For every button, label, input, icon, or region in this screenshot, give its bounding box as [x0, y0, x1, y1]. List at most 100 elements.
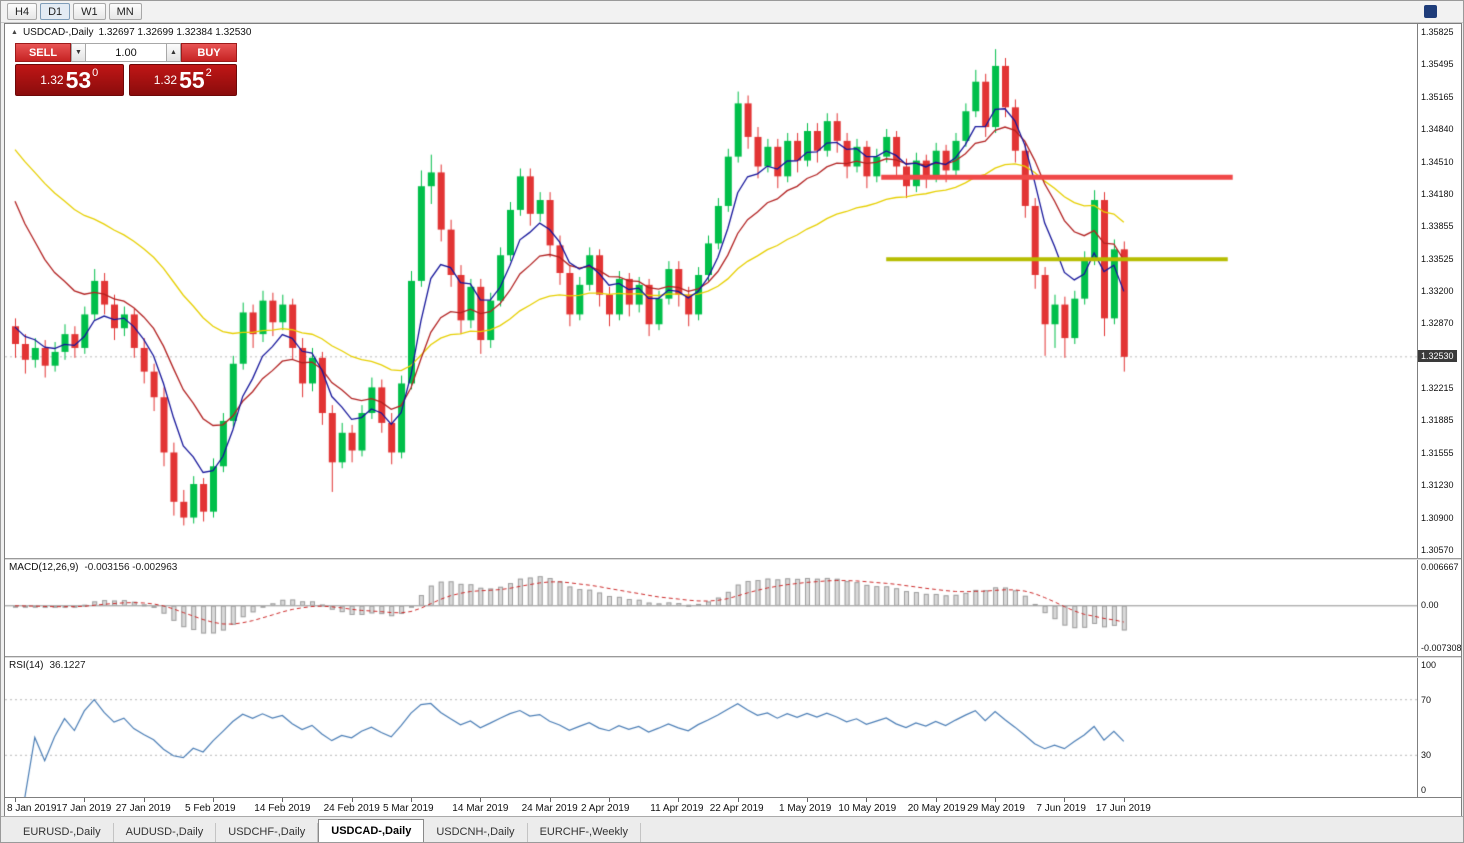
chart-tab-usdchf[interactable]: USDCHF-,Daily [216, 823, 319, 842]
price-scale-label: 1.33525 [1421, 253, 1454, 264]
date-label: 24 Feb 2019 [323, 803, 380, 814]
macd-pane: 0.006667 0.00 -0.007308 MACD(12,26,9) -0.00… [5, 560, 1461, 656]
price-scale-label: 1.31885 [1421, 415, 1454, 426]
price-scale-label: 1.30900 [1421, 512, 1454, 523]
macd-scale[interactable]: 0.006667 0.00 -0.007308 [1417, 560, 1461, 656]
timeframe-w1-button[interactable]: W1 [73, 3, 106, 20]
macd-values: -0.003156 -0.002963 [84, 562, 178, 573]
date-label: 7 Jun 2019 [1036, 803, 1086, 814]
date-label: 14 Mar 2019 [452, 803, 509, 814]
axis-tick [995, 798, 997, 802]
axis-tick [15, 798, 16, 802]
pane-divider[interactable] [5, 656, 1461, 658]
pane-divider[interactable] [5, 558, 1461, 560]
time-axis[interactable]: 8 Jan 2019 17 Jan 2019 27 Jan 2019 5 Feb 20… [5, 797, 1461, 817]
date-label: 2 Apr 2019 [581, 803, 630, 814]
date-label: 10 May 2019 [838, 803, 897, 814]
symbol-name: USDCAD-,Daily [22, 27, 94, 38]
macd-scale-label: -0.007308 [1421, 643, 1461, 653]
price-chart-canvas[interactable] [5, 24, 1417, 558]
timeframe-mn-button[interactable]: MN [108, 3, 142, 20]
timeframe-d1-button[interactable]: D1 [40, 3, 71, 20]
axis-tick [143, 798, 145, 802]
date-label: 22 Apr 2019 [709, 803, 764, 814]
date-label: 17 Jan 2019 [56, 803, 112, 814]
trade-controls-row: SELL ▼ ▲ BUY [15, 43, 237, 62]
rsi-scale-label: 0 [1421, 785, 1427, 795]
axis-tick [678, 798, 680, 802]
buy-price-big: 55 [179, 66, 205, 93]
axis-tick [480, 798, 482, 802]
price-scale-label: 1.33200 [1421, 285, 1454, 296]
price-scale-label: 1.30570 [1421, 545, 1454, 556]
price-scale-label: 1.32215 [1421, 382, 1454, 393]
chart-area: 1.35825 1.35495 1.35165 1.34840 1.34510 1.341… [4, 23, 1462, 820]
price-scale-label: 1.31555 [1421, 447, 1454, 458]
date-label: 11 Apr 2019 [650, 803, 704, 814]
rsi-scale-label: 30 [1421, 750, 1432, 761]
rsi-scale-label: 70 [1421, 694, 1432, 705]
date-label: 24 Mar 2019 [521, 803, 578, 814]
date-label: 8 Jan 2019 [7, 803, 57, 814]
rsi-chart-canvas[interactable] [5, 658, 1417, 797]
timeframe-button-group: H4 D1 W1 MN [7, 3, 142, 20]
sell-button[interactable]: SELL [15, 43, 71, 62]
buy-price-prefix: 1.32 [153, 73, 178, 87]
date-label: 14 Feb 2019 [254, 803, 311, 814]
price-scale-label: 1.34180 [1421, 189, 1454, 200]
price-scale-label: 1.34840 [1421, 124, 1454, 135]
sell-price-prefix: 1.32 [40, 73, 64, 87]
axis-tick [737, 798, 739, 802]
symbol-info: ▲ USDCAD-,Daily 1.32697 1.32699 1.32384 … [11, 27, 251, 38]
price-scale-label: 1.35165 [1421, 91, 1454, 102]
sell-price-button[interactable]: 1.32 53 0 [15, 64, 124, 96]
chart-tab-usdcnh[interactable]: USDCNH-,Daily [424, 823, 528, 842]
chart-tab-usdcad[interactable]: USDCAD-,Daily [318, 819, 425, 842]
price-scale-label: 1.35495 [1421, 59, 1454, 70]
macd-scale-label: 0.00 [1421, 599, 1439, 610]
sell-price-big: 53 [65, 66, 92, 93]
axis-tick [282, 798, 284, 802]
buy-price-button[interactable]: 1.32 55 2 [128, 64, 237, 96]
timeframe-toolbar: H4 D1 W1 MN [1, 1, 1463, 23]
date-label: 17 Jun 2019 [1095, 803, 1151, 814]
current-price-badge: 1.32530 [1418, 349, 1457, 362]
axis-tick [84, 798, 86, 802]
date-label: 20 May 2019 [907, 803, 966, 814]
volume-decrease-button[interactable]: ▼ [71, 43, 86, 62]
date-label: 5 Mar 2019 [383, 803, 434, 814]
axis-tick [609, 798, 610, 802]
chart-tab-eurusd[interactable]: EURUSD-,Daily [11, 823, 114, 842]
chart-tab-eurchf[interactable]: EURCHF-,Weekly [528, 823, 641, 842]
timeframe-h4-button[interactable]: H4 [7, 3, 38, 20]
rsi-indicator-name: RSI(14) [9, 660, 44, 671]
rsi-pane: 100 70 30 0 RSI(14) 36.1227 [5, 658, 1461, 797]
price-pane: 1.35825 1.35495 1.35165 1.34840 1.34510 1.341… [5, 24, 1461, 558]
macd-label: MACD(12,26,9) -0.003156 -0.002963 [9, 562, 177, 573]
price-scale[interactable]: 1.35825 1.35495 1.35165 1.34840 1.34510 1.341… [1417, 24, 1461, 558]
buy-price-sup: 2 [205, 67, 212, 79]
date-label: 27 Jan 2019 [115, 803, 171, 814]
rsi-scale[interactable]: 100 70 30 0 [1417, 658, 1461, 797]
date-label: 1 May 2019 [779, 803, 832, 814]
buy-button[interactable]: BUY [181, 43, 237, 62]
volume-input[interactable] [86, 43, 166, 62]
axis-tick [866, 798, 868, 802]
axis-tick [1123, 798, 1125, 802]
chart-tabbar: EURUSD-,Daily AUDUSD-,Daily USDCHF-,Daily U… [1, 816, 1463, 842]
rsi-scale-label: 100 [1421, 660, 1437, 670]
price-scale-label: 1.34510 [1421, 156, 1454, 167]
rsi-value: 36.1227 [49, 660, 86, 671]
date-label: 29 May 2019 [967, 803, 1025, 814]
axis-tick [411, 798, 412, 802]
volume-increase-button[interactable]: ▲ [166, 43, 181, 62]
sell-price-sup: 0 [92, 67, 99, 79]
macd-chart-canvas[interactable] [5, 560, 1417, 656]
macd-scale-label: 0.006667 [1421, 562, 1459, 572]
brand-icon [1424, 5, 1437, 18]
price-scale-label: 1.33855 [1421, 221, 1454, 232]
chart-tab-audusd[interactable]: AUDUSD-,Daily [114, 823, 217, 842]
collapse-panel-icon[interactable]: ▲ [11, 29, 18, 36]
